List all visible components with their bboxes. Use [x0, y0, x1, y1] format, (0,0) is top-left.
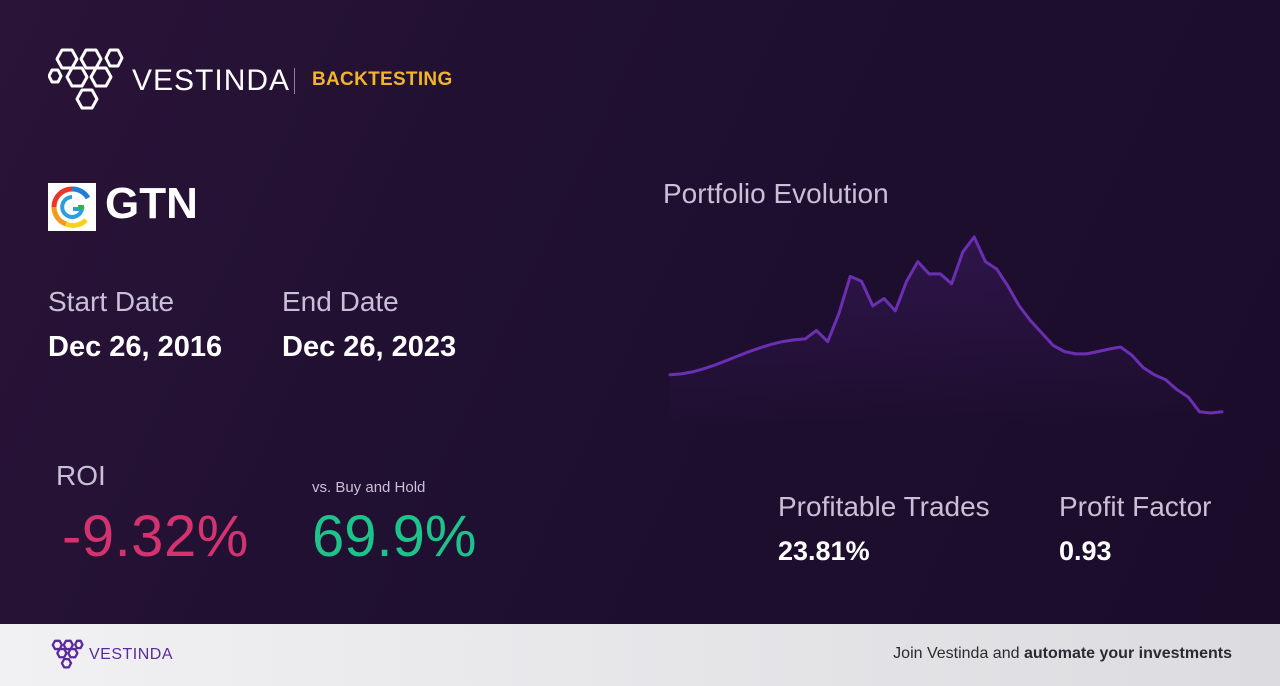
start-date-value: Dec 26, 2016 [48, 331, 223, 363]
roi-value: -9.32% [62, 504, 249, 569]
backtest-card: VESTINDA BACKTESTING GTN Start Date Dec … [0, 0, 1280, 624]
start-date-label: Start Date [48, 286, 175, 317]
profit-factor-value: 0.93 [1059, 536, 1112, 566]
vs-buy-hold-label: vs. Buy and Hold [312, 479, 426, 496]
ticker-symbol: GTN [105, 179, 198, 228]
vestinda-footer-logo-icon [51, 639, 84, 669]
footer-cta-prefix: Join Vestinda and [893, 645, 1024, 662]
roi-label: ROI [56, 460, 106, 491]
footer-brand[interactable]: VESTINDA [89, 646, 174, 663]
gtn-logo-icon [48, 183, 96, 231]
portfolio-chart [668, 235, 1224, 425]
portfolio-line [668, 235, 1224, 415]
vs-buy-hold-value: 69.9% [312, 504, 477, 569]
footer-cta-bold: automate your investments [1023, 645, 1232, 662]
footer: VESTINDA Join Vestinda and automate your… [0, 624, 1280, 686]
end-date-label: End Date [282, 286, 399, 317]
footer-cta[interactable]: Join Vestinda and automate your investme… [893, 645, 1232, 663]
portfolio-area [670, 237, 1222, 425]
end-date-value: Dec 26, 2023 [282, 331, 457, 363]
brand-name: VESTINDA [132, 64, 291, 97]
profit-factor-label: Profit Factor [1059, 491, 1212, 522]
brand-header: VESTINDA BACKTESTING [48, 46, 452, 116]
chart-title: Portfolio Evolution [663, 178, 889, 209]
vestinda-logo-icon [48, 48, 124, 110]
brand-divider [294, 68, 295, 94]
brand-tag: BACKTESTING [312, 69, 453, 90]
profitable-trades-value: 23.81% [778, 536, 870, 566]
profitable-trades-label: Profitable Trades [778, 491, 990, 522]
